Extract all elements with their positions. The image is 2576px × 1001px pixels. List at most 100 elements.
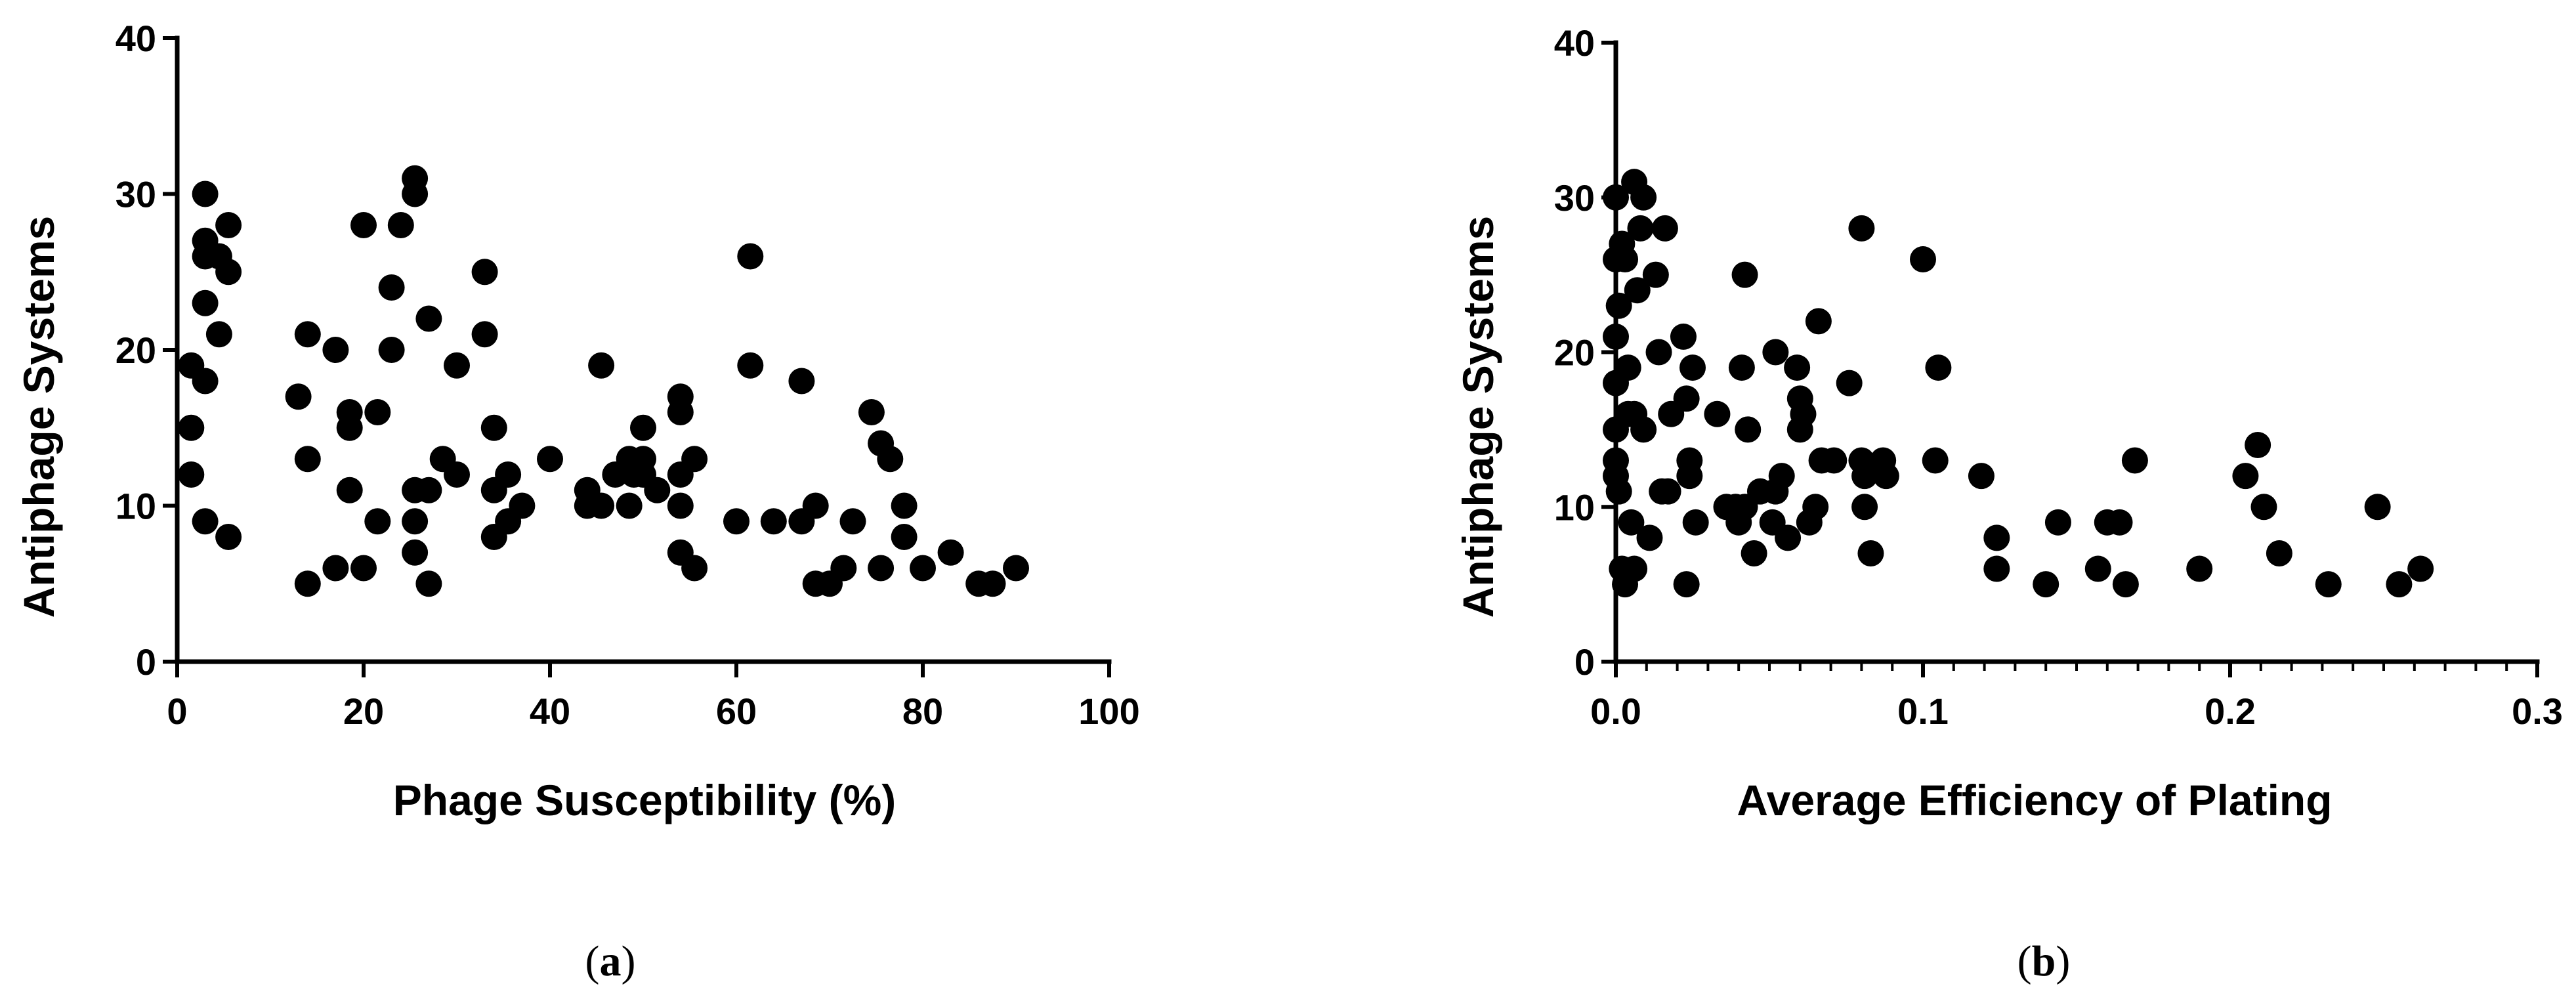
panel-a-data-point [937,539,964,566]
panel-a-data-point [737,243,764,270]
panel-a-data-point [364,399,391,425]
panel-a-data-point [471,259,498,286]
panel-b-y-tick-label: 20 [1554,332,1595,373]
panel-a-data-point [839,508,866,535]
panel-b-data-point [1704,400,1731,427]
panel-a-data-point [178,414,205,441]
panel-b-data-point [1682,509,1709,536]
panel-a-data-point [858,399,885,425]
panel-b-data-point [1731,261,1758,288]
panel-b-data-point [1605,292,1632,319]
panel-a-data-point [644,477,671,503]
panel-a-data-point [667,399,694,425]
panel-b-data-point [2315,571,2342,598]
panel-a-data-point [294,570,321,597]
panel-b-data-point [1728,354,1755,381]
panel-a-data-point [192,289,219,316]
panel-b-data-point [2044,509,2071,536]
panel-a-data-point [294,446,321,473]
panel-b-data-point [1673,571,1700,598]
panel-b-data-point [1848,215,1875,242]
panel-b-data-point [1851,494,1878,521]
panel-a-data-point [723,508,750,535]
panel-a-caption-open-paren: ( [585,937,600,985]
panel-a-data-point [737,352,764,379]
panel-b-data-point [1925,354,1952,381]
panel-a-data-point [387,212,414,238]
panel-a-data-point [192,368,219,394]
panel-b-data-point [1679,354,1706,381]
panel-a-data-point [891,492,918,519]
panel-b-caption-close-paren: ) [2056,937,2070,985]
panel-a-y-tick-label: 10 [116,486,156,527]
panel-a-x-tick-label: 80 [902,691,943,732]
panel-a-data-point [1003,555,1029,582]
panel-a-y-tick-label: 40 [116,18,156,59]
panel-b-data-point [2250,494,2277,521]
panel-a-data-point [402,539,429,566]
panel-a-data-point [178,461,205,488]
panel-b-y-tick-label: 0 [1574,641,1595,683]
panel-a-data-point [891,524,918,550]
panel-b-data-point [2232,463,2259,490]
panel-b-x-tick-label: 0.2 [2205,691,2256,732]
panel-b-data-point [2364,494,2391,521]
panel-a-data-point [681,555,708,582]
panel-a-data-point [350,555,377,582]
panel-a-data-point [322,337,349,363]
panel-b-data-point [1627,215,1654,242]
panel-a-data-point [336,414,363,441]
panel-b-y-tick-label: 10 [1554,486,1595,528]
panel-a-data-point [378,337,405,363]
panel-b-data-point [1836,370,1863,396]
panel-a-y-tick-label: 0 [136,641,156,683]
panel-b-data-point [1768,463,1795,490]
panel-b-data-point [1612,246,1639,273]
panel-b-data-point [2186,555,2213,582]
panel-b-data-point [2407,555,2434,582]
panel-b-x-tick-label: 0.3 [2512,691,2563,732]
panel-a-data-point [205,321,232,348]
panel-b-data-point [2386,571,2413,598]
panel-b-y-tick-label: 30 [1554,177,1595,219]
panel-a-data-point [415,305,442,332]
panel-a-data-point [979,570,1006,597]
panel-b-data-point [1922,447,1949,474]
panel-b-x-tick-label: 0.0 [1590,691,1641,732]
panel-b-data-point [1624,277,1651,304]
panel-b-data-point [1741,540,1767,566]
panel-b-y-axis-label: Antiphage Systems [1454,216,1502,618]
panel-a-y-tick-label: 20 [116,330,156,371]
panel-b-x-tick-label: 0.1 [1897,691,1949,732]
panel-b-data-point [1621,555,1648,582]
panel-a-data-point [294,321,321,348]
panel-a-data-point [509,492,536,519]
panel-b-data-point [1784,354,1811,381]
panel-a-x-tick-label: 100 [1078,691,1139,732]
panel-b-data-point [2266,540,2292,566]
panel-a-data-point [402,508,429,535]
panel-a-data-point [480,414,507,441]
panel-a-data-point [802,492,829,519]
panel-a-caption-close-paren: ) [622,937,636,985]
panel-a-data-point [192,181,219,207]
panel-b-data-point [1670,323,1697,350]
panel-b-data-point [2033,571,2059,598]
panel-b-data-point [1615,354,1641,381]
panel-b-data-point [1735,416,1762,443]
panel-b-data-point [2112,571,2139,598]
panel-a-data-point [285,383,312,410]
panel-b-data-point [1676,463,1703,490]
panel-b-data-point [2245,431,2271,458]
panel-a-y-axis-label: Antiphage Systems [14,216,63,618]
panel-a-x-tick-label: 60 [716,691,757,732]
panel-b-caption: (b) [2017,937,2071,985]
panel-a-data-point [402,181,429,207]
panel-b-data-point [1857,540,1884,566]
panel-b-data-point [1872,463,1899,490]
panel-b-data-point [1968,463,1995,490]
panel-b-data-point [1673,385,1700,412]
panel-a-data-point [364,508,391,535]
panel-a-data-point [830,555,857,582]
